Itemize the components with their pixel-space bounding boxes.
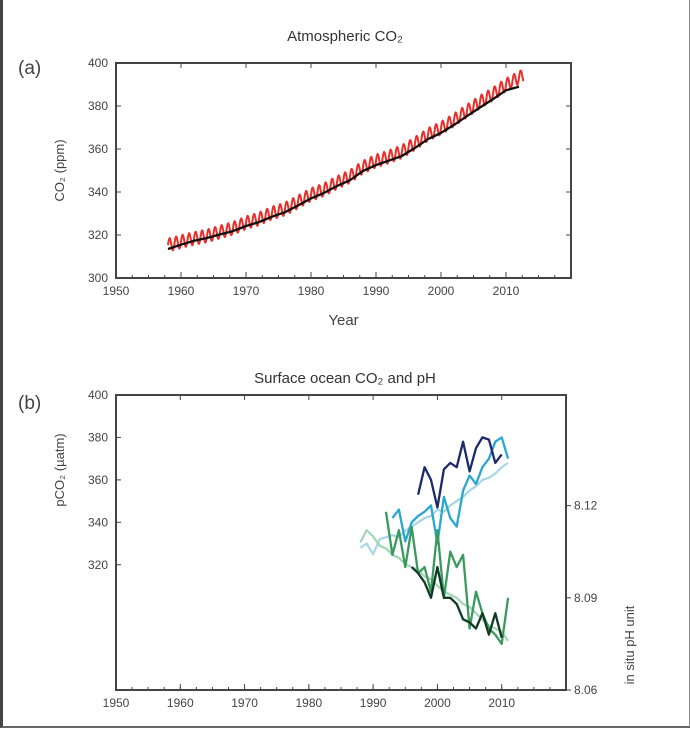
x-axis-label: Year xyxy=(328,312,358,329)
x-tick-label: 2010 xyxy=(493,284,520,298)
panel-b-label: (b) xyxy=(18,393,42,414)
y-right-tick-label: 8.12 xyxy=(574,499,598,513)
y-right-axis-label: in situ pH unit xyxy=(622,605,637,684)
x-tick-label: 2000 xyxy=(424,696,451,710)
x-tick-label: 1990 xyxy=(363,284,390,298)
series-line-1-4 xyxy=(384,511,510,646)
y-tick-label: 320 xyxy=(88,228,108,242)
x-tick-label: 1960 xyxy=(168,284,195,298)
x-tick-label: 1970 xyxy=(231,696,258,710)
series-line-1-1 xyxy=(391,436,510,545)
series-line-1-5 xyxy=(410,565,503,639)
y-axis-label: CO₂ (ppm) xyxy=(52,139,67,201)
series-line-1-0 xyxy=(359,461,509,556)
x-tick-label: 1980 xyxy=(298,284,325,298)
x-tick-label: 1960 xyxy=(167,696,194,710)
chart-b-title: Surface ocean CO₂ and pH xyxy=(254,370,436,387)
y-axis-label: pCO₂ (µatm) xyxy=(52,433,67,506)
y-tick-label: 380 xyxy=(88,430,108,444)
y-right-tick-label: 8.09 xyxy=(574,591,598,605)
x-tick-label: 1980 xyxy=(296,696,323,710)
x-tick-label: 1970 xyxy=(233,284,260,298)
y-tick-label: 340 xyxy=(88,185,108,199)
x-tick-label: 2010 xyxy=(488,696,515,710)
y-tick-label: 400 xyxy=(88,388,108,402)
x-tick-label: 1950 xyxy=(103,284,130,298)
series-line-0-0 xyxy=(167,69,525,252)
y-tick-label: 400 xyxy=(88,56,108,70)
y-right-tick-label: 8.06 xyxy=(574,683,598,697)
x-tick-label: 1950 xyxy=(103,696,130,710)
y-tick-label: 300 xyxy=(88,271,108,285)
chart-a-title: Atmospheric CO₂ xyxy=(287,28,403,45)
x-tick-label: 2000 xyxy=(428,284,455,298)
series-line-0-1 xyxy=(167,85,520,251)
y-tick-label: 320 xyxy=(88,558,108,572)
x-tick-label: 1990 xyxy=(360,696,387,710)
y-tick-label: 340 xyxy=(88,515,108,529)
series-line-1-2 xyxy=(416,436,503,509)
y-tick-label: 360 xyxy=(88,473,108,487)
panel-a-label: (a) xyxy=(18,58,42,79)
y-tick-label: 360 xyxy=(88,142,108,156)
y-tick-label: 380 xyxy=(88,99,108,113)
